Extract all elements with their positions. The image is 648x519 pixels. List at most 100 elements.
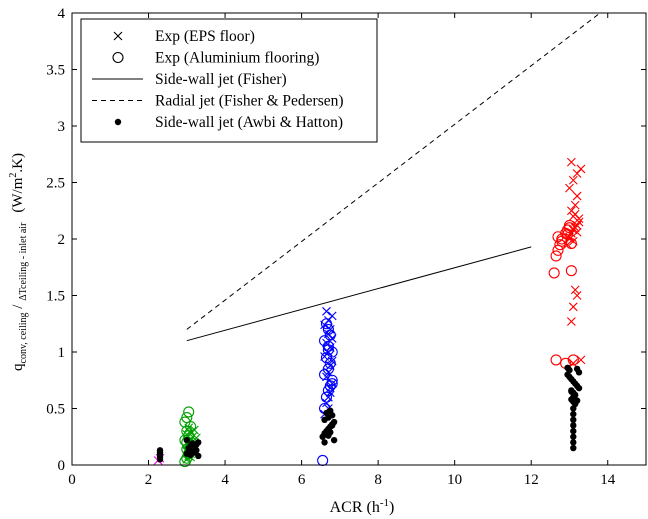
data-point-x [327,379,337,389]
data-point-dot [327,429,334,436]
data-point-circle [181,411,193,424]
data-point-x [565,232,574,242]
data-point-x [325,383,335,393]
data-point-circle [317,454,329,467]
radial-jet-line [186,12,601,330]
x-axis-label-main: ACR (h [330,499,380,516]
data-point-x [325,325,335,334]
x-tick-label: 2 [145,472,153,488]
data-point-dot [330,436,338,444]
data-point-dot [195,452,202,460]
y-tick-label: 0.5 [46,402,65,418]
data-point-x [565,183,574,193]
data-point-dot [570,427,577,435]
x-tick-label: 10 [447,472,462,488]
data-point-circle [320,352,333,364]
data-point-x [322,372,331,382]
data-point-x [323,392,333,402]
x-tick-label: 0 [68,472,76,488]
x-axis-label-sup: -1 [380,497,389,509]
y-label-dt: ΔT [18,288,29,300]
data-point-dot [570,416,577,423]
x-axis-label: ACR (h-1) [330,497,395,516]
data-point-dot [183,436,190,444]
data-point-x [327,311,337,321]
plot-marks [153,12,601,468]
data-point-dot [568,388,575,395]
y-tick-label: 2 [58,232,66,248]
data-point-x [566,157,576,167]
data-point-dot [564,364,571,372]
data-point-x [323,329,333,339]
data-point-circle [319,369,331,381]
data-point-circle [550,354,562,366]
data-point-dot [114,118,122,126]
side-wall-jet-line [186,246,532,342]
legend-label: Side-wall jet (Awbi & Hatton) [155,114,343,131]
data-point-dot [327,407,334,414]
x-tick-label: 8 [374,472,382,488]
x-tick-label: 12 [524,472,539,488]
y-label-units-sup: 2 [8,173,19,178]
data-point-circle [565,265,577,277]
data-point-x [566,317,576,326]
data-point-circle [324,357,336,369]
data-point-x [568,358,578,368]
data-point-dot [187,442,194,449]
y-tick-label: 1 [58,345,66,361]
y-tick-label: 0 [58,458,66,474]
data-point-x [322,398,331,408]
data-point-x [572,191,582,201]
y-label-q: q [10,363,26,371]
data-point-x [568,175,578,185]
data-point-x [190,425,199,435]
data-point-x [572,291,582,300]
data-point-dot [156,447,164,454]
data-point-x [327,356,337,366]
data-point-dot [329,422,336,429]
x-tick-label: 14 [600,472,616,488]
data-point-x [574,214,584,224]
y-tick-label: 2.5 [46,176,65,192]
data-point-x [568,302,578,312]
x-tick-label: 4 [221,472,229,488]
data-point-dot [570,439,577,446]
data-point-circle [567,354,579,366]
data-point-x [563,240,572,250]
data-point-circle [550,250,562,262]
data-point-x [576,164,586,174]
data-point-dot [321,439,328,446]
data-point-dot [575,384,583,392]
data-point-x [570,285,580,295]
legend-label: Exp (EPS floor) [155,28,255,45]
data-point-x [325,388,335,398]
data-point-dot [570,405,577,412]
axis-ticks: 0 2 4 6 8 10 12 14 0 0.5 1 1.5 2 2.5 3 3.5 4 [46,6,646,488]
y-tick-label: 4 [58,6,66,22]
data-point-circle [112,51,124,64]
legend-label: Radial jet (Fisher & Pedersen) [155,93,344,110]
data-point-x [113,31,123,41]
data-point-dot [193,447,200,454]
data-point-x [576,355,586,365]
data-point-x [184,423,194,433]
legend-label: Exp (Aluminium flooring) [155,50,319,67]
y-label-units-post: .K) [10,153,26,173]
data-point-dot [570,422,577,429]
data-point-circle [183,406,195,418]
y-label-units-pre: (W/m [10,177,26,212]
legend-box [80,18,378,143]
data-point-x [325,361,335,370]
y-axis-label: qconv, ceiling / ΔTceiling - inlet air (W… [8,153,29,371]
y-tick-label: 1.5 [46,289,65,305]
x-tick-label: 6 [298,472,306,488]
data-point-dot [570,410,577,418]
y-tick-label: 3.5 [46,63,65,79]
data-point-x [570,200,580,210]
y-label-dt-sub: ceiling - inlet air [18,222,29,289]
data-point-circle [326,378,338,390]
data-point-dot [573,397,581,404]
data-point-x [322,338,331,348]
data-point-x [322,306,331,316]
